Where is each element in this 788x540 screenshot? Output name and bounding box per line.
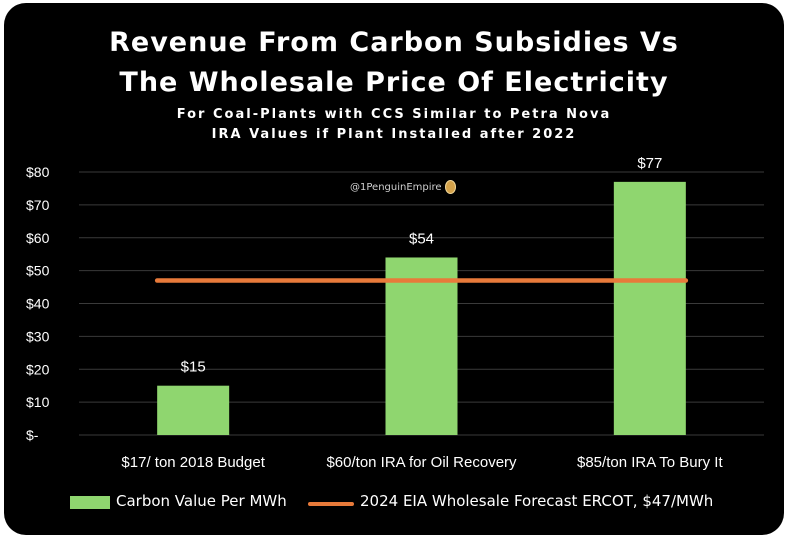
y-tick-label: $60 <box>26 230 50 246</box>
bar-value-label: $77 <box>637 155 662 172</box>
penguin-icon <box>444 180 456 194</box>
chart-subtitle-line-1: For Coal-Plants with CCS Similar to Petr… <box>176 107 612 122</box>
bar-value-labels: $15 $54 $77 <box>181 155 663 376</box>
x-axis-labels: $17/ ton 2018 Budget $60/ton IRA for Oil … <box>121 454 723 471</box>
bar-chart: $- $10 $20 $30 $40 $50 $60 $70 $80 $15 $54 $77 $17… <box>26 155 764 471</box>
x-tick-label: $60/ton IRA for Oil Recovery <box>326 454 517 471</box>
y-tick-label: $40 <box>26 296 50 312</box>
y-axis-ticks: $- $10 $20 $30 $40 $50 $60 $70 $80 <box>26 164 50 443</box>
legend-line-label: 2024 EIA Wholesale Forecast ERCOT, $47/M… <box>360 492 714 510</box>
y-tick-label: $70 <box>26 197 50 213</box>
y-tick-label: $50 <box>26 263 50 279</box>
y-tick-label: $20 <box>26 361 50 377</box>
legend-bar-swatch <box>70 496 110 509</box>
bar-value-label: $54 <box>409 230 434 247</box>
chart-card: Revenue From Carbon Subsidies Vs The Who… <box>4 3 784 535</box>
chart-subtitle-line-2: IRA Values if Plant Installed after 2022 <box>211 127 577 142</box>
y-tick-label: $- <box>26 427 39 443</box>
legend-bar-label: Carbon Value Per MWh <box>116 492 287 510</box>
bar <box>385 257 458 435</box>
bar-value-label: $15 <box>181 359 206 376</box>
chart-title-line-1: Revenue From Carbon Subsidies Vs <box>109 27 679 58</box>
y-tick-label: $10 <box>26 394 50 410</box>
x-tick-label: $17/ ton 2018 Budget <box>121 454 265 471</box>
bar <box>157 385 230 435</box>
bars <box>157 181 686 435</box>
x-tick-label: $85/ton IRA To Bury It <box>577 454 723 471</box>
chart-title-line-2: The Wholesale Price Of Electricity <box>119 67 669 98</box>
watermark-text: @1PenguinEmpire <box>350 182 442 193</box>
bar <box>613 181 686 435</box>
y-tick-label: $30 <box>26 328 50 344</box>
y-tick-label: $80 <box>26 164 50 180</box>
watermark: @1PenguinEmpire <box>350 180 456 194</box>
legend-line-swatch <box>308 502 354 506</box>
